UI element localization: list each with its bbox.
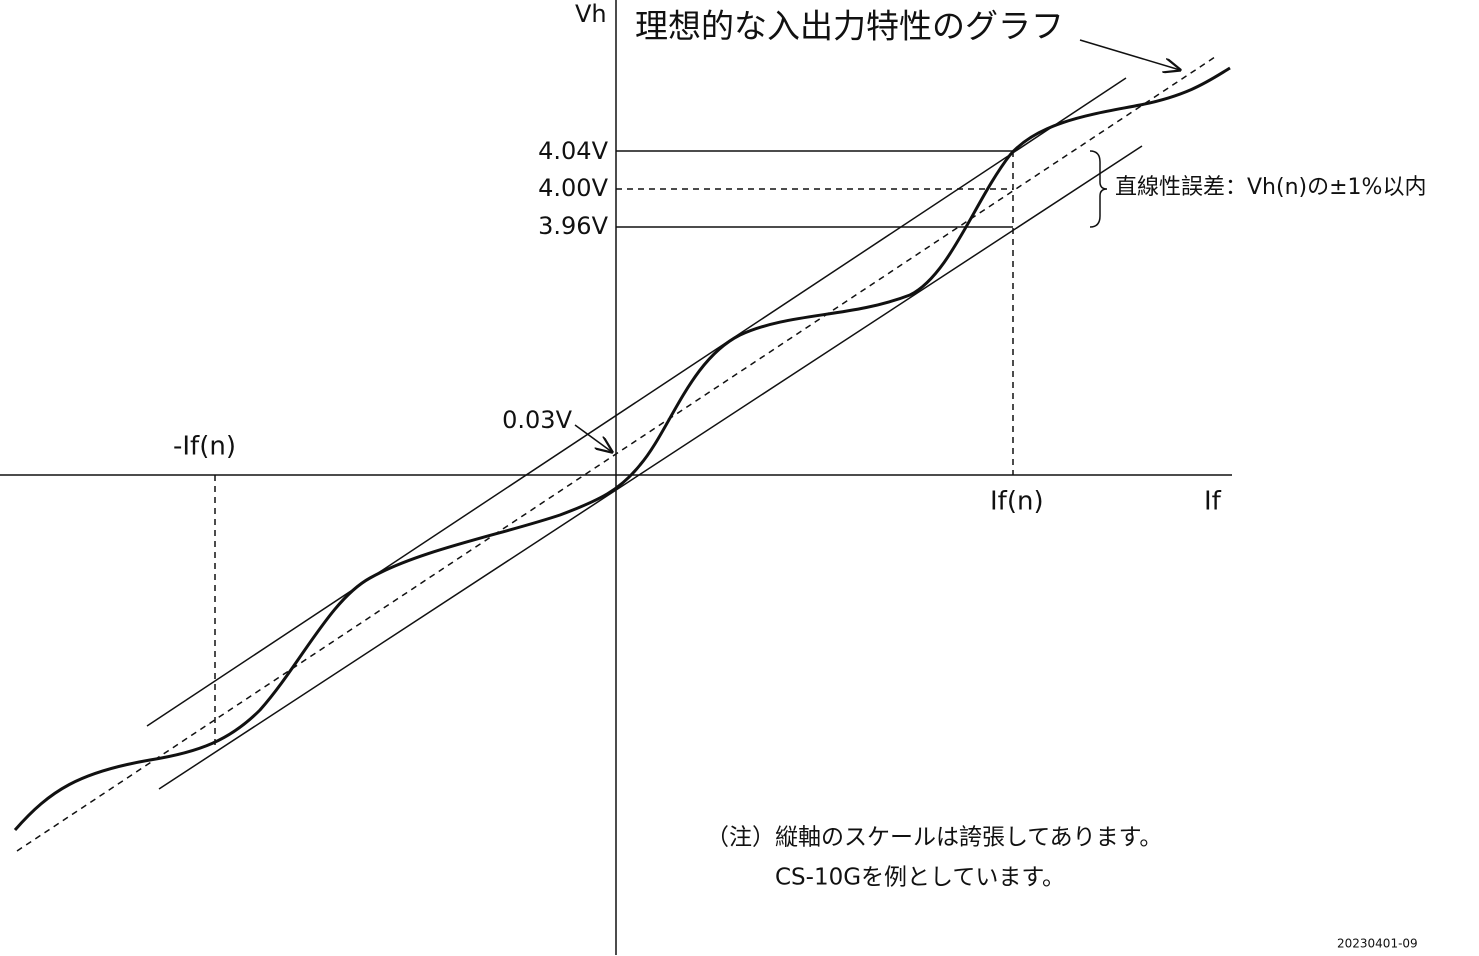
lines — [0, 0, 1232, 955]
note: CS-10Gを例としています。 — [775, 865, 1065, 891]
title-arrow — [1079, 39, 1180, 70]
offset-arrow — [574, 424, 612, 452]
x-axis-label: If — [1204, 487, 1222, 517]
tolerance-label: 直線性誤差：Vh(n)の±1%以内 — [1115, 175, 1426, 200]
ideal-line — [16, 56, 1216, 852]
level-label: 3.96V — [538, 212, 608, 240]
level-label: 4.00V — [538, 174, 608, 202]
y-axis-label: Vh — [575, 0, 607, 28]
offset-label: 0.03V — [502, 406, 572, 434]
level-label: 4.04V — [538, 137, 608, 165]
x-mark-label: If(n) — [990, 487, 1044, 517]
x-mark-label: -If(n) — [173, 432, 236, 462]
upper-bound — [146, 77, 1127, 727]
actual-curve — [13, 66, 1231, 831]
code: 20230401-09 — [1337, 937, 1418, 951]
brace — [1089, 150, 1108, 228]
title: 理想的な入出力特性のグラフ — [635, 7, 1064, 46]
note: （注）縦軸のスケールは誇張してあります。 — [706, 825, 1162, 851]
lower-bound — [158, 145, 1143, 790]
